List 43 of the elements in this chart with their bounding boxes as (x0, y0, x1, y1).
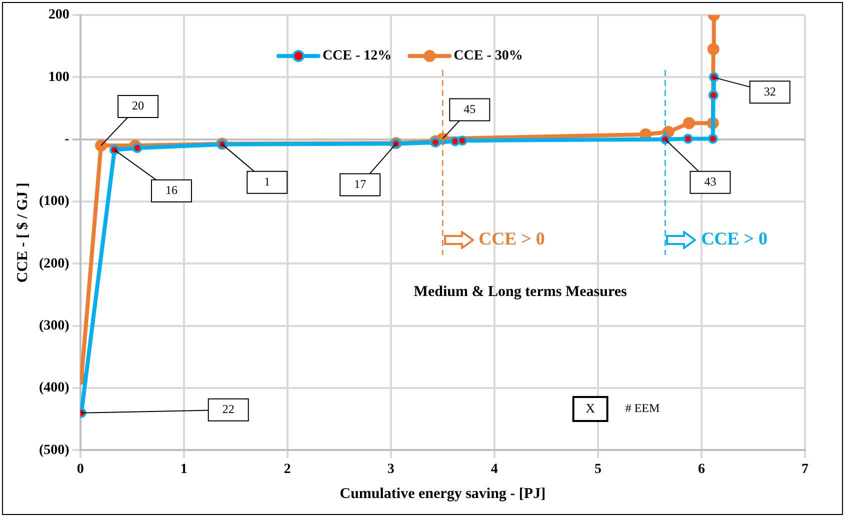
annotation: Medium & Long terms Measures (414, 284, 627, 300)
x-tick-label: 1 (180, 462, 188, 478)
ref-line-label: CCE > 0 (478, 228, 545, 249)
point (457, 136, 468, 146)
annotation: 43 (704, 174, 716, 188)
y-tick-label: (400) (38, 380, 70, 396)
point (132, 143, 142, 154)
x-axis-title: Cumulative energy saving - [PJ] (340, 486, 546, 502)
annotation: 22 (222, 402, 234, 416)
point (109, 144, 120, 155)
y-tick-label: (100) (38, 194, 70, 210)
y-tick-label: 100 (48, 70, 70, 85)
annotation: 1 (264, 174, 270, 188)
annotation: # EEM (625, 401, 660, 416)
y-tick-label: (200) (38, 256, 70, 272)
y-tick-label: - (64, 132, 70, 147)
annotation: 20 (132, 98, 144, 113)
x-tick-label: 0 (76, 462, 84, 478)
legend-label: CCE - 30% (454, 48, 523, 64)
point (708, 90, 718, 100)
y-tick-label: (300) (38, 318, 70, 334)
y-tick-label: 200 (48, 8, 70, 23)
annotation: 32 (764, 84, 776, 98)
x-tick-label: 2 (284, 462, 291, 478)
annotation: X (586, 400, 596, 416)
x-tick-label: 6 (698, 462, 705, 478)
y-axis-title: CCE - [ $ / GJ ] (14, 182, 31, 283)
point (708, 72, 719, 82)
x-tick-label: 5 (594, 462, 602, 478)
point (683, 134, 694, 144)
y-tick-label: (500) (38, 442, 70, 458)
point (708, 134, 718, 144)
annotation: 45 (464, 102, 476, 116)
annotation: 17 (354, 176, 366, 191)
annotation: 16 (165, 183, 178, 198)
x-tick-label: 7 (802, 462, 808, 478)
ref-line-label: CCE > 0 (701, 228, 768, 249)
legend-label: CCE - 12% (322, 48, 392, 64)
x-tick-label: 3 (387, 462, 394, 478)
point (95, 140, 108, 152)
x-tick-label: 4 (490, 462, 498, 478)
point (707, 43, 720, 56)
point (683, 117, 696, 130)
